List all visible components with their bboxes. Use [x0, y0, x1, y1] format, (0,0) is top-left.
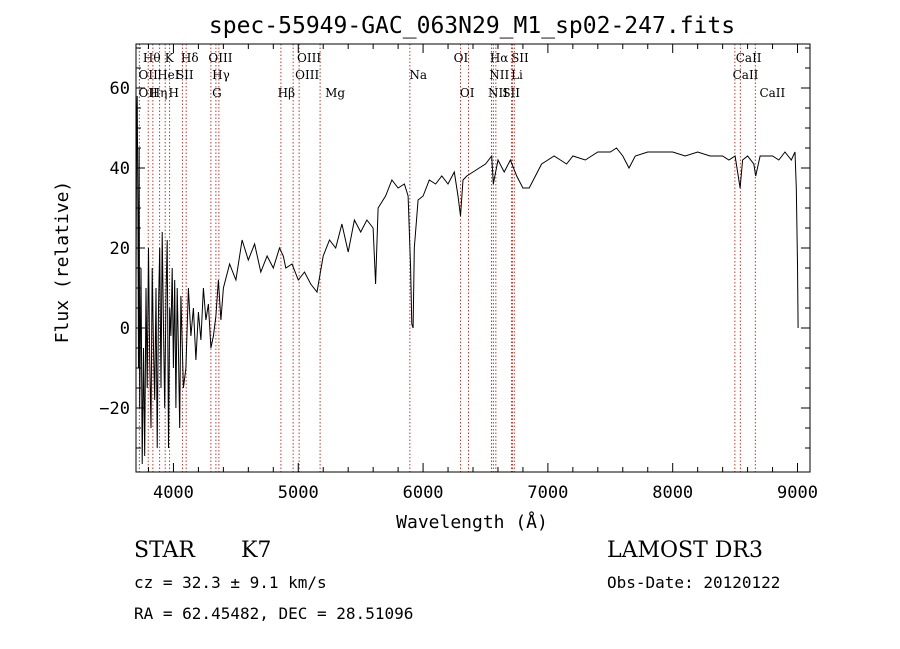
- line-label: Mg: [325, 86, 345, 100]
- x-tick-label: 9000: [777, 483, 818, 503]
- spectral-subclass: K7: [241, 538, 272, 563]
- x-tick-label: 5000: [278, 483, 319, 503]
- y-axis-label: Flux (relative): [52, 181, 73, 344]
- line-label: OII: [138, 86, 158, 100]
- line-label: Hδ: [181, 51, 199, 65]
- line-label: HeI: [157, 68, 180, 82]
- spectrum-line: [135, 95, 799, 465]
- y-tick-label: 40: [110, 159, 130, 179]
- line-label: SII: [511, 51, 529, 65]
- line-label: NII: [489, 68, 509, 82]
- line-label: CaII: [733, 68, 759, 82]
- line-label: K: [165, 51, 175, 65]
- line-label: SII: [502, 86, 520, 100]
- line-label: Na: [409, 68, 427, 82]
- x-tick-label: 8000: [652, 483, 693, 503]
- line-label: OIII: [295, 68, 319, 82]
- redshift-cz: cz = 32.3 ± 9.1 km/s: [134, 573, 327, 592]
- coordinates: RA = 62.45482, DEC = 28.51096: [134, 604, 414, 623]
- line-label: Hβ: [278, 86, 295, 100]
- y-tick-label: 60: [110, 79, 130, 99]
- emission-line-markers: [138, 44, 756, 472]
- line-label: CaII: [736, 51, 762, 65]
- line-label: OI: [454, 51, 469, 65]
- y-tick-label: −20: [99, 399, 130, 419]
- obs-date: Obs-Date: 20120122: [607, 573, 781, 592]
- y-tick-label: 20: [110, 239, 130, 259]
- x-tick-label: 7000: [527, 483, 568, 503]
- x-axis-ticks: 4000 5000 6000 7000 8000 9000: [147, 44, 818, 503]
- object-class: STAR: [134, 538, 195, 563]
- line-label: Hα: [490, 51, 509, 65]
- line-label: OII: [138, 68, 158, 82]
- y-tick-label: 0: [120, 319, 130, 339]
- line-label: Hθ: [143, 51, 161, 65]
- line-label: OI: [460, 86, 475, 100]
- line-label: Hη: [150, 86, 168, 100]
- line-label: OIII: [297, 51, 321, 65]
- line-label: G: [212, 86, 222, 100]
- line-label: H: [168, 86, 178, 100]
- survey-name: LAMOST DR3: [607, 538, 763, 563]
- line-label: Hγ: [212, 68, 230, 82]
- plot-frame: [135, 43, 811, 473]
- y-axis-ticks: −20 0 20 40 60: [99, 47, 810, 449]
- line-label: NII: [488, 86, 508, 100]
- chart-title: spec-55949-GAC_063N29_M1_sp02-247.fits: [209, 13, 735, 39]
- line-label: SII: [176, 68, 194, 82]
- x-tick-label: 4000: [153, 483, 194, 503]
- x-axis-label: Wavelength (Å): [396, 511, 548, 533]
- x-tick-label: 6000: [403, 483, 444, 503]
- line-label: CaII: [759, 86, 785, 100]
- line-label: Li: [511, 68, 523, 82]
- line-label: OIII: [208, 51, 232, 65]
